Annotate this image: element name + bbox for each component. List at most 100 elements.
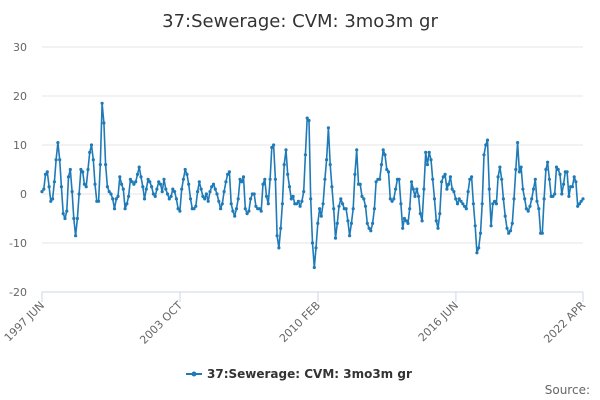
data-point[interactable] [263,177,267,181]
data-point[interactable] [111,197,115,201]
data-point[interactable] [346,219,350,223]
data-point[interactable] [489,224,493,228]
data-point[interactable] [570,185,575,189]
data-point[interactable] [121,187,125,191]
data-point[interactable] [535,199,539,203]
data-point[interactable] [397,177,401,181]
data-point[interactable] [56,141,60,145]
data-point[interactable] [81,170,85,174]
data-point[interactable] [296,199,300,203]
data-point[interactable] [240,180,244,184]
data-point[interactable] [493,199,497,203]
data-point[interactable] [401,226,405,230]
data-point[interactable] [466,190,470,194]
data-point[interactable] [181,177,185,181]
data-point[interactable] [286,172,290,176]
data-point[interactable] [120,182,124,186]
data-point[interactable] [104,163,108,167]
data-point[interactable] [386,170,391,174]
data-point[interactable] [123,207,127,211]
data-point[interactable] [245,212,249,216]
data-point[interactable] [501,197,505,201]
data-point[interactable] [227,170,231,174]
data-point[interactable] [314,246,318,250]
data-point[interactable] [507,231,511,235]
data-point[interactable] [88,150,92,154]
data-point[interactable] [567,194,571,198]
data-point[interactable] [576,204,580,208]
data-point[interactable] [321,202,325,206]
data-point[interactable] [565,170,569,174]
data-point[interactable] [547,177,552,181]
data-point[interactable] [348,234,352,238]
data-point[interactable] [448,175,452,179]
data-point[interactable] [72,216,76,221]
data-point[interactable] [65,209,69,213]
data-point[interactable] [581,197,585,201]
data-point[interactable] [194,204,198,208]
data-point[interactable] [508,229,513,233]
data-point[interactable] [431,177,435,181]
data-point[interactable] [275,234,279,238]
data-point[interactable] [445,187,449,191]
data-point[interactable] [404,219,408,223]
data-point[interactable] [146,177,150,181]
data-point[interactable] [494,202,498,206]
data-point[interactable] [358,182,362,186]
data-point[interactable] [176,207,180,211]
data-point[interactable] [105,185,109,189]
data-point[interactable] [287,185,292,189]
data-point[interactable] [362,197,366,201]
data-point[interactable] [54,158,58,162]
data-point[interactable] [429,158,433,162]
data-point[interactable] [517,170,522,174]
data-point[interactable] [203,197,207,201]
data-point[interactable] [526,209,530,213]
data-point[interactable] [385,167,389,172]
data-point[interactable] [399,202,403,206]
data-point[interactable] [424,150,428,154]
data-point[interactable] [268,177,272,181]
data-point[interactable] [540,231,544,235]
data-point[interactable] [58,158,62,162]
data-point[interactable] [174,197,178,201]
data-point[interactable] [485,138,490,142]
data-point[interactable] [484,143,488,147]
data-point[interactable] [464,207,468,211]
data-point[interactable] [270,145,274,150]
data-point[interactable] [537,207,541,211]
data-point[interactable] [406,221,410,225]
data-point[interactable] [196,190,200,194]
data-point[interactable] [332,207,336,211]
data-point[interactable] [505,226,509,230]
data-point[interactable] [86,167,90,172]
data-point[interactable] [530,197,534,201]
data-point[interactable] [59,185,64,189]
data-point[interactable] [233,214,237,218]
data-point[interactable] [162,177,166,181]
data-point[interactable] [295,202,299,206]
data-point[interactable] [349,221,353,225]
data-point[interactable] [222,190,226,194]
data-point[interactable] [217,199,221,203]
data-point[interactable] [326,126,330,130]
data-point[interactable] [473,224,477,228]
data-point[interactable] [234,207,239,211]
data-point[interactable] [192,207,196,211]
data-point[interactable] [153,194,157,198]
data-point[interactable] [178,209,182,213]
data-point[interactable] [521,187,525,191]
data-point[interactable] [302,190,306,194]
data-point[interactable] [351,207,355,211]
data-point[interactable] [316,221,320,225]
data-point[interactable] [519,165,523,169]
data-point[interactable] [280,202,284,206]
data-point[interactable] [558,172,562,176]
data-point[interactable] [167,197,171,201]
data-point[interactable] [523,197,527,201]
data-point[interactable] [333,236,338,240]
data-point[interactable] [116,194,120,198]
data-point[interactable] [89,143,94,147]
data-point[interactable] [150,185,154,189]
data-point[interactable] [418,212,422,216]
